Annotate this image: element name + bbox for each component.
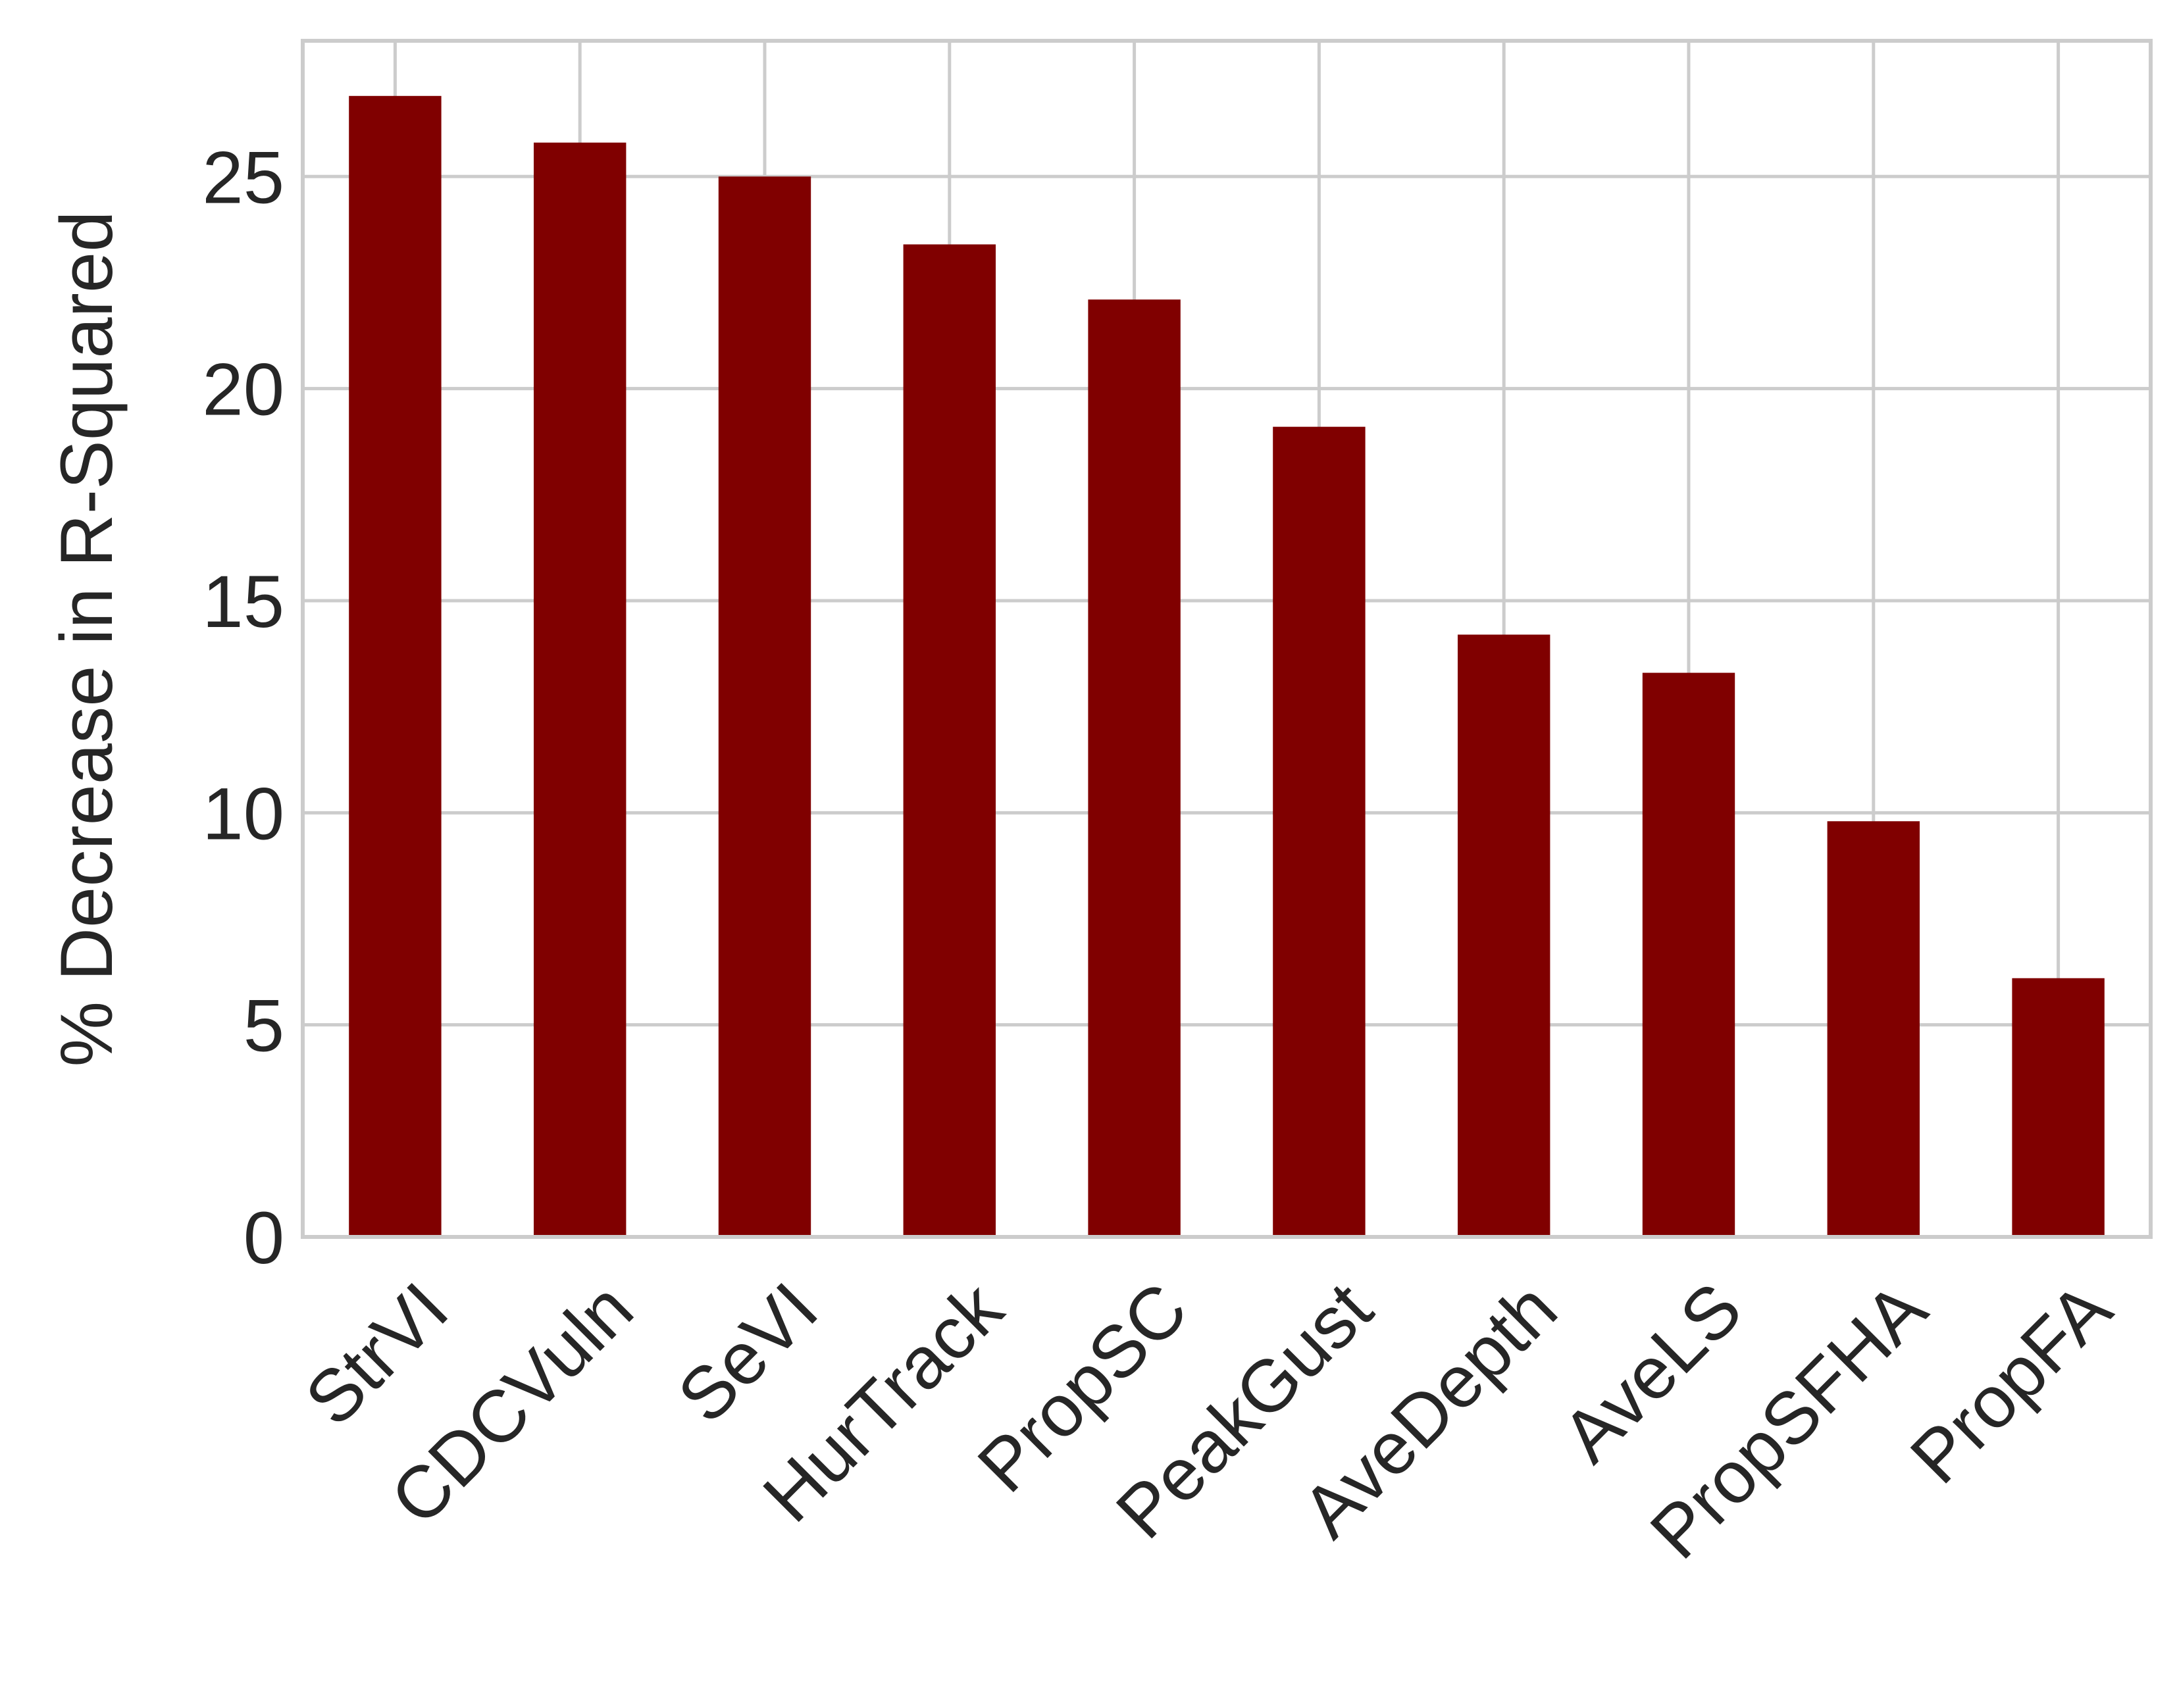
x-tick-label: PropFA	[1895, 1267, 2127, 1499]
y-tick-label: 20	[202, 349, 284, 431]
bar-strvi	[349, 95, 442, 1238]
x-tick-label: SeVI	[662, 1267, 833, 1438]
bar-hurtrack	[903, 244, 996, 1238]
y-tick-label: 0	[243, 1197, 284, 1279]
bars	[349, 95, 2105, 1238]
y-tick-label: 15	[202, 561, 284, 643]
bar-propsfha	[1827, 821, 1920, 1237]
bar-avedepth	[1458, 634, 1550, 1237]
bar-peakgust	[1273, 426, 1366, 1237]
bar-propfa	[2012, 978, 2105, 1237]
x-tick-label: StrVI	[290, 1267, 463, 1441]
y-tick-label: 5	[243, 985, 284, 1067]
bar-avels	[1642, 672, 1735, 1237]
y-tick-label: 10	[202, 772, 284, 855]
y-tick-labels: 0 5 10 15 20 25	[202, 136, 284, 1279]
bar-cdcvuln	[534, 142, 627, 1238]
y-tick-label: 25	[202, 136, 284, 218]
bar-propsc	[1088, 299, 1181, 1237]
bar-sevi	[718, 176, 811, 1238]
y-axis-label: % Decrease in R-Squared	[45, 211, 128, 1067]
plot-frame	[301, 39, 2153, 1239]
